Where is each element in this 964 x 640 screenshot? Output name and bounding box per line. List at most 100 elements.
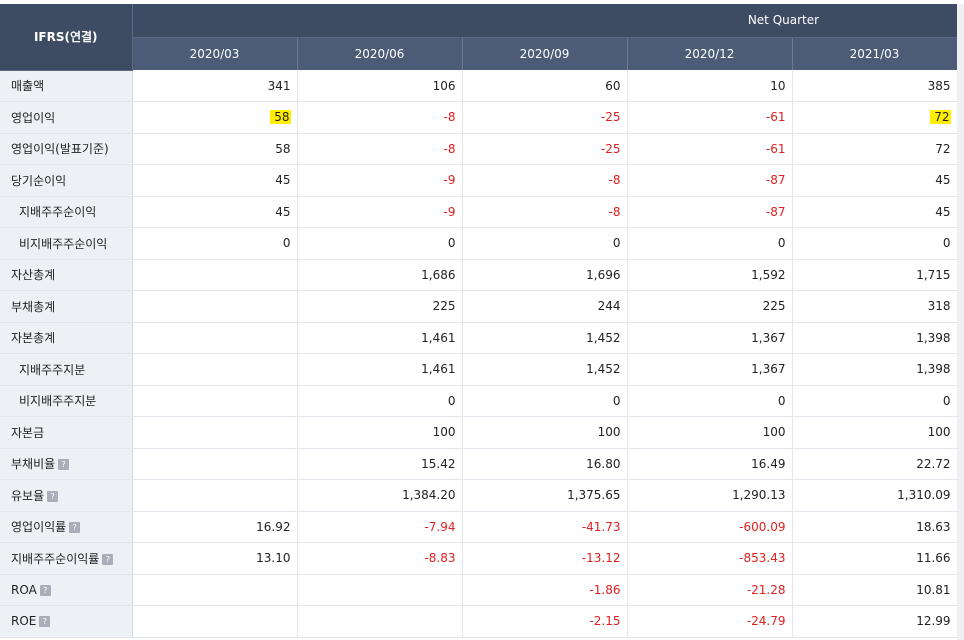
help-icon[interactable]: ? [102,553,114,565]
cell-value: -2.15 [589,614,621,629]
cell-value: 22.72 [916,456,951,471]
value-cell [297,574,463,606]
scrollbar-track[interactable] [957,4,964,640]
table-row: 영업이익 58 -8 -25 -61 72 [0,101,958,134]
cell-value: 0 [612,393,621,408]
table-row: 지배주주순이익 45 -9 -8 -87 45 [0,196,958,228]
cell-value: -8 [443,141,456,156]
cell-value: -61 [765,110,786,125]
value-cell: 1,461 [297,353,463,386]
cell-value: 1,310.09 [897,488,951,503]
row-label: 비지배주주지분 [19,394,97,409]
value-cell: -9 [297,164,463,197]
cell-value: 45 [275,204,291,219]
cell-value: 0 [447,236,456,251]
cell-value: 100 [927,425,951,440]
cell-value: 16.49 [751,456,786,471]
cell-value: 100 [762,425,786,440]
help-icon[interactable]: ? [47,490,59,502]
row-label-cell: 영업이익 [0,101,133,134]
cell-value: 45 [935,204,951,219]
value-cell: 16.49 [627,448,793,480]
help-icon[interactable]: ? [39,616,51,628]
cell-value: -24.79 [746,614,786,629]
cell-value: 1,375.65 [567,488,621,503]
cell-value: 100 [597,425,621,440]
cell-value: 1,384.20 [402,488,456,503]
cell-value: 0 [777,236,786,251]
value-cell: 13.10 [132,542,298,575]
cell-value: 1,452 [586,330,621,345]
cell-value: 45 [935,173,951,188]
period-header: 2020/06 [297,37,463,70]
row-label: 영업이익 [11,110,56,125]
value-cell: 100 [792,416,958,449]
row-label-cell: 매출액 [0,70,133,102]
cell-value: -41.73 [581,519,621,534]
value-cell: -9 [297,196,463,228]
value-cell: -61 [627,101,793,134]
cell-value: 385 [927,78,951,93]
table-row: ROA? -1.86 -21.28 10.81 [0,574,958,606]
cell-value: 11.66 [916,551,951,566]
value-cell: 72 [792,133,958,165]
cell-value: 0 [777,393,786,408]
value-cell: 106 [297,70,463,102]
cell-value: 16.92 [256,519,291,534]
row-label-cell: 지배주주지분 [0,353,133,386]
row-label: 영업이익(발표기준) [11,142,109,157]
cell-value: 12.99 [916,614,951,629]
value-cell: -8.83 [297,542,463,575]
cell-value: 58 [275,141,291,156]
value-cell: 100 [627,416,793,449]
value-cell: 15.42 [297,448,463,480]
value-cell: 10 [627,70,793,102]
table-row: 유보율? 1,384.20 1,375.65 1,290.13 1,310.09 [0,479,958,512]
value-cell: 1,310.09 [792,479,958,512]
row-label-cell: 영업이익(발표기준) [0,133,133,165]
value-cell: 0 [627,385,793,417]
value-cell: -25 [462,101,628,134]
cell-value: 0 [447,393,456,408]
value-cell: 244 [462,290,628,323]
table-row: 비지배주주순이익 0 0 0 0 0 [0,227,958,260]
value-cell [132,416,298,449]
cell-value: 106 [432,78,456,93]
value-cell [132,479,298,512]
value-cell: 1,592 [627,259,793,291]
row-label: 지배주주지분 [19,362,86,377]
row-label-cell: 지배주주순이익률? [0,542,133,575]
table-row: 지배주주순이익률? 13.10 -8.83 -13.12 -853.43 11.66 [0,542,958,575]
period-header: 2020/12 [627,37,793,70]
help-icon[interactable]: ? [39,584,51,596]
cell-value: -25 [600,110,621,125]
value-cell: 10.81 [792,574,958,606]
value-cell: -61 [627,133,793,165]
value-cell: 1,696 [462,259,628,291]
value-cell: 0 [792,227,958,260]
cell-value: 60 [605,78,621,93]
cell-value: 0 [282,236,291,251]
row-label: 지배주주순이익 [19,205,97,220]
value-cell: 0 [297,227,463,260]
cell-value: -25 [600,141,621,156]
row-label: ROA [11,582,37,597]
value-cell: -853.43 [627,542,793,575]
cell-value: 10 [770,78,786,93]
value-cell: -8 [462,164,628,197]
cell-value: 0 [942,236,951,251]
row-label: 비지배주주순이익 [19,236,108,251]
cell-value: 1,398 [916,330,951,345]
value-cell: 100 [297,416,463,449]
cell-value: 72 [930,110,951,125]
value-cell: -8 [297,133,463,165]
cell-value: -8 [608,204,621,219]
row-label: 부채비율 [11,457,56,472]
table-row: 매출액 341 106 60 10 385 [0,70,958,102]
cell-value: -8.83 [424,551,456,566]
help-icon[interactable]: ? [69,522,81,534]
row-label-cell: 자본총계 [0,322,133,354]
help-icon[interactable]: ? [58,459,70,471]
table-row: 부채총계 225 244 225 318 [0,290,958,323]
cell-value: 1,398 [916,362,951,377]
